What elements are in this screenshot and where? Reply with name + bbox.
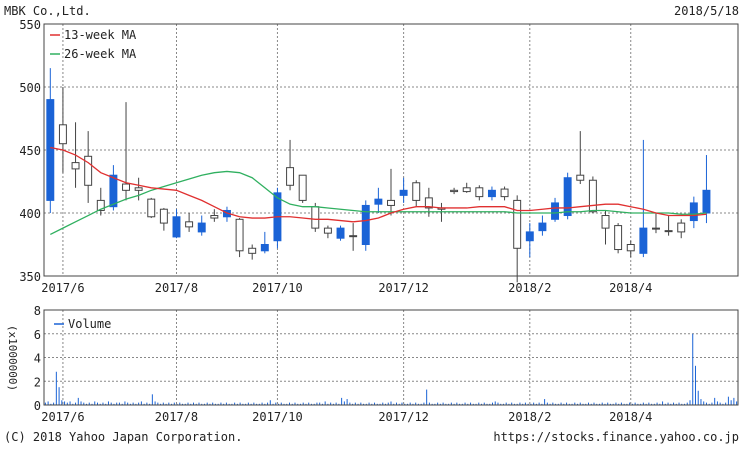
candle-body bbox=[576, 174, 585, 181]
volume-x-tick-label: 2017/8 bbox=[155, 410, 198, 424]
candle-body bbox=[235, 218, 244, 252]
candle-body bbox=[58, 124, 67, 145]
volume-x-tick-label: 2018/2 bbox=[508, 410, 551, 424]
ma13-line bbox=[50, 146, 707, 223]
price-y-tick-label: 400 bbox=[19, 207, 41, 221]
candle-body bbox=[677, 222, 686, 233]
volume-bars bbox=[44, 333, 738, 405]
volume-y-tick-label: 0 bbox=[34, 399, 41, 413]
candle-body bbox=[387, 199, 395, 206]
price-legend: 13-week MA 26-week MA bbox=[50, 28, 137, 61]
candle-body bbox=[487, 189, 496, 198]
volume-panel-frame bbox=[43, 309, 739, 406]
candle-body bbox=[46, 99, 55, 201]
candle-body bbox=[248, 247, 257, 254]
price-panel-frame bbox=[43, 23, 739, 277]
candle-body bbox=[525, 231, 534, 242]
price-grid bbox=[44, 24, 738, 276]
candle-body bbox=[134, 187, 143, 191]
price-moving-averages bbox=[50, 146, 707, 236]
price-x-tick-label: 2017/10 bbox=[252, 281, 303, 295]
candle-body bbox=[286, 167, 295, 186]
candle-body bbox=[424, 197, 433, 209]
price-y-axis: 350 400 450 500 550 bbox=[19, 18, 41, 284]
price-x-axis: 2017/6 2017/8 2017/10 2017/12 2018/2 2018/4 bbox=[41, 281, 652, 295]
ma13-legend-label: 13-week MA bbox=[64, 28, 137, 42]
price-x-tick-label: 2017/6 bbox=[41, 281, 84, 295]
price-x-tick-label: 2017/8 bbox=[155, 281, 198, 295]
candle-body bbox=[551, 202, 560, 220]
price-y-tick-label: 550 bbox=[19, 18, 41, 32]
candle-body bbox=[197, 222, 206, 233]
candle-body bbox=[311, 206, 320, 229]
candle-body bbox=[336, 227, 345, 239]
candle-body bbox=[626, 244, 635, 252]
candle-body bbox=[614, 225, 623, 251]
volume-y-tick-label: 4 bbox=[34, 352, 41, 366]
price-y-tick-label: 350 bbox=[19, 270, 41, 284]
volume-y-axis: 0 2 4 6 8 bbox=[34, 304, 41, 413]
volume-legend: Volume bbox=[54, 317, 111, 331]
candle-body bbox=[84, 155, 93, 186]
volume-x-tick-label: 2018/4 bbox=[609, 410, 652, 424]
price-x-tick-label: 2018/2 bbox=[508, 281, 551, 295]
candle-body bbox=[702, 189, 711, 214]
candle-body bbox=[109, 174, 118, 208]
candle-body bbox=[122, 183, 130, 191]
candle-body bbox=[588, 179, 597, 213]
candle-body bbox=[412, 182, 421, 201]
company-name: MBK Co.,Ltd. bbox=[4, 4, 91, 18]
volume-legend-label: Volume bbox=[68, 317, 111, 331]
copyright-text: (C) 2018 Yahoo Japan Corporation. bbox=[4, 430, 242, 444]
candle-body bbox=[374, 198, 383, 205]
candle-body bbox=[172, 216, 181, 238]
candle-body bbox=[475, 187, 484, 198]
candle-body bbox=[652, 227, 660, 230]
candle-body bbox=[185, 221, 194, 228]
candle-body bbox=[601, 215, 610, 229]
candle-body bbox=[513, 199, 522, 249]
candle-body bbox=[361, 204, 370, 246]
candle-body bbox=[450, 189, 459, 193]
candle-body bbox=[147, 198, 156, 218]
volume-y-label: (x1000000) bbox=[6, 325, 19, 391]
candle-body bbox=[210, 215, 219, 219]
candle-body bbox=[563, 177, 572, 217]
volume-y-tick-label: 2 bbox=[34, 375, 41, 389]
volume-x-tick-label: 2017/12 bbox=[378, 410, 429, 424]
candle-body bbox=[538, 222, 547, 232]
volume-x-axis: 2017/6 2017/8 2017/10 2017/12 2018/2 2018/4 bbox=[41, 410, 652, 424]
candle-body bbox=[689, 202, 698, 222]
price-x-tick-label: 2018/4 bbox=[609, 281, 652, 295]
candle-body bbox=[298, 174, 307, 201]
volume-y-tick-label: 6 bbox=[34, 328, 41, 342]
price-candles bbox=[46, 68, 711, 283]
ma26-line bbox=[50, 170, 707, 236]
candle-body bbox=[639, 227, 648, 254]
volume-y-tick-label: 8 bbox=[34, 304, 41, 318]
volume-x-tick-label: 2017/6 bbox=[41, 410, 84, 424]
volume-grid bbox=[44, 310, 738, 405]
source-url-link[interactable]: https://stocks.finance.yahoo.co.jp bbox=[493, 430, 739, 444]
candle-body bbox=[349, 235, 358, 238]
candle-body bbox=[500, 188, 509, 198]
price-y-tick-label: 450 bbox=[19, 144, 41, 158]
candle-body bbox=[462, 187, 471, 193]
volume-x-tick-label: 2017/10 bbox=[252, 410, 303, 424]
candle-body bbox=[260, 244, 269, 252]
candle-body bbox=[159, 208, 168, 224]
price-y-tick-label: 500 bbox=[19, 81, 41, 95]
candle-body bbox=[71, 162, 80, 170]
price-x-tick-label: 2017/12 bbox=[378, 281, 429, 295]
ma26-legend-label: 26-week MA bbox=[64, 47, 137, 61]
chart-date: 2018/5/18 bbox=[674, 4, 739, 18]
candle-body bbox=[323, 227, 332, 234]
candle-body bbox=[96, 199, 105, 211]
candle-body bbox=[399, 189, 408, 196]
candle-body bbox=[664, 230, 673, 233]
